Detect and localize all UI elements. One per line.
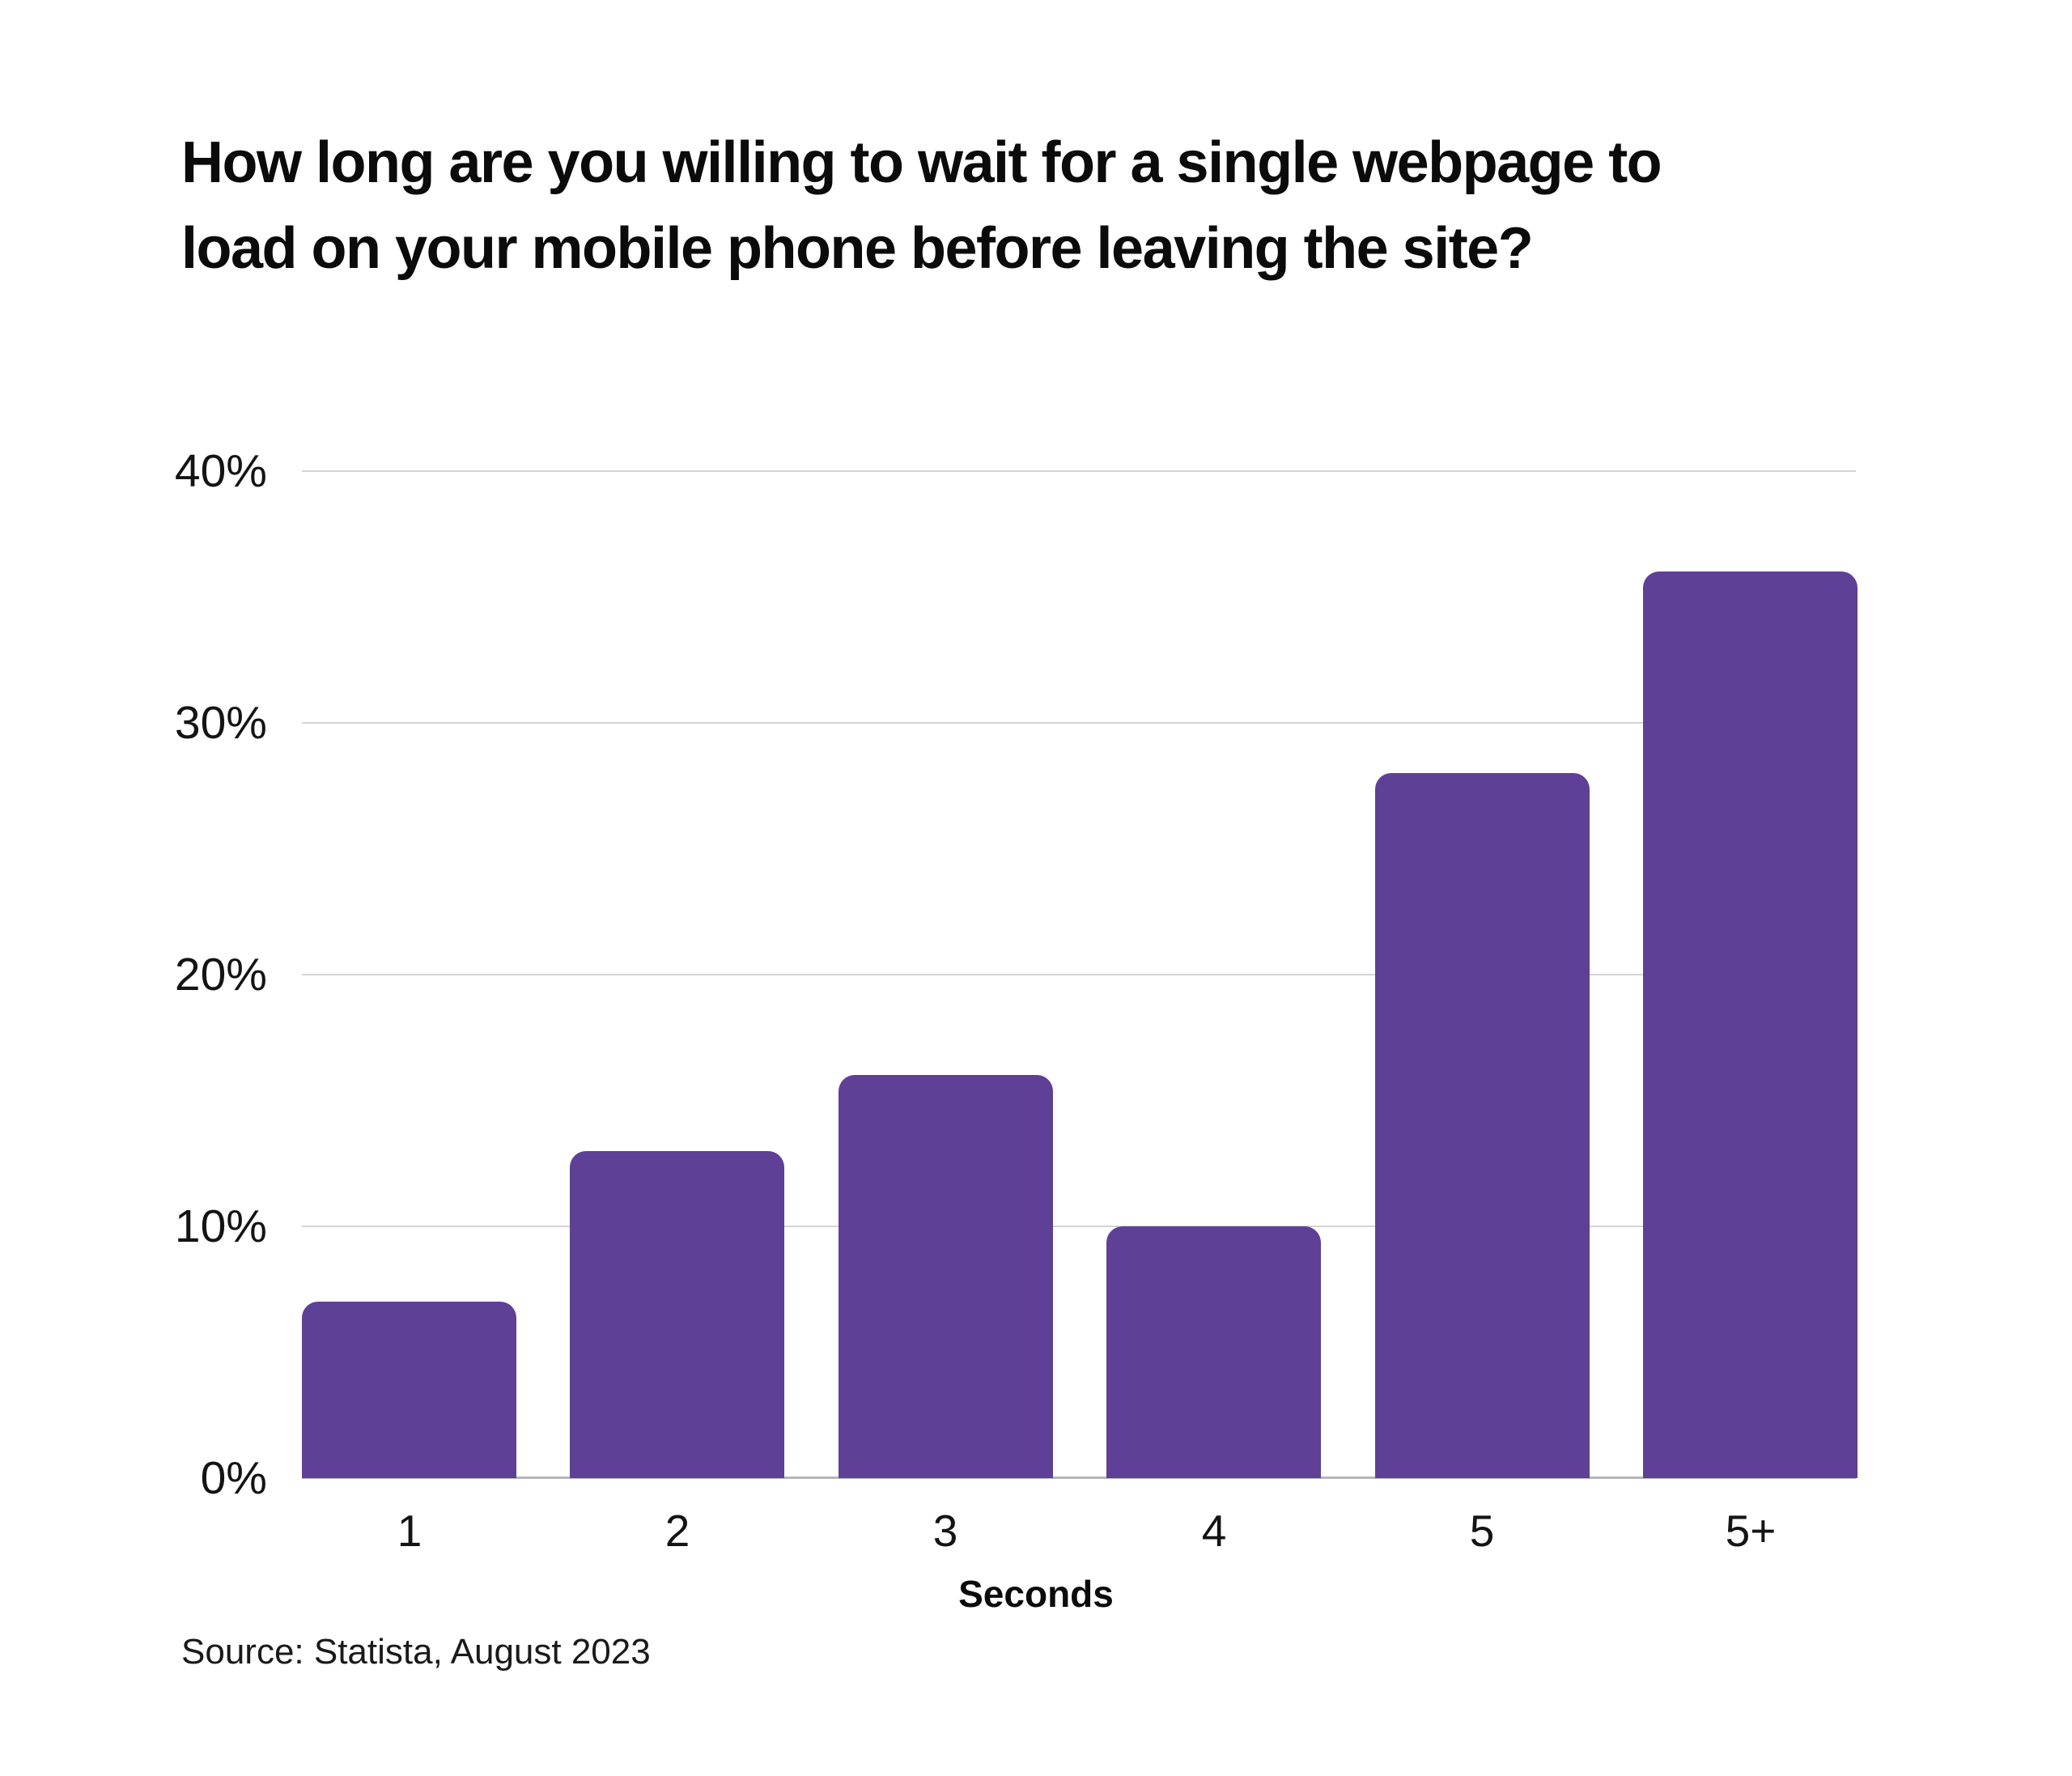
x-axis-tick-label: 5 bbox=[1469, 1506, 1495, 1556]
gridline-20% bbox=[302, 974, 1856, 975]
chart-title-line-1: How long are you willing to wait for a s… bbox=[181, 130, 1662, 195]
source-note: Source: Statista, August 2023 bbox=[181, 1632, 651, 1672]
bar-5 bbox=[1375, 773, 1590, 1478]
y-axis-tick-label: 10% bbox=[174, 1200, 267, 1252]
x-axis-tick-label: 1 bbox=[397, 1506, 422, 1556]
gridline-10% bbox=[302, 1226, 1856, 1227]
gridline-40% bbox=[302, 470, 1856, 472]
x-axis-tick-label: 4 bbox=[1201, 1506, 1227, 1556]
bar-2 bbox=[570, 1151, 784, 1478]
x-axis-baseline bbox=[302, 1476, 1856, 1479]
y-axis-tick-label: 30% bbox=[174, 697, 267, 749]
chart-title: How long are you willing to wait for a s… bbox=[181, 120, 1962, 291]
chart-title-line-2: load on your mobile phone before leaving… bbox=[181, 216, 1534, 281]
gridline-30% bbox=[302, 722, 1856, 724]
y-axis-tick-label: 0% bbox=[200, 1452, 267, 1504]
bar-5+ bbox=[1643, 571, 1858, 1478]
x-axis-title: Seconds bbox=[958, 1573, 1114, 1615]
bar-3 bbox=[839, 1075, 1053, 1478]
y-axis-tick-label: 40% bbox=[174, 445, 267, 497]
x-axis-tick-label: 5+ bbox=[1725, 1506, 1777, 1556]
bar-1 bbox=[302, 1302, 516, 1478]
y-axis-tick-label: 20% bbox=[174, 949, 267, 1001]
x-axis-tick-label: 2 bbox=[664, 1506, 690, 1556]
bar-4 bbox=[1106, 1226, 1321, 1478]
x-axis-tick-label: 3 bbox=[932, 1506, 958, 1556]
